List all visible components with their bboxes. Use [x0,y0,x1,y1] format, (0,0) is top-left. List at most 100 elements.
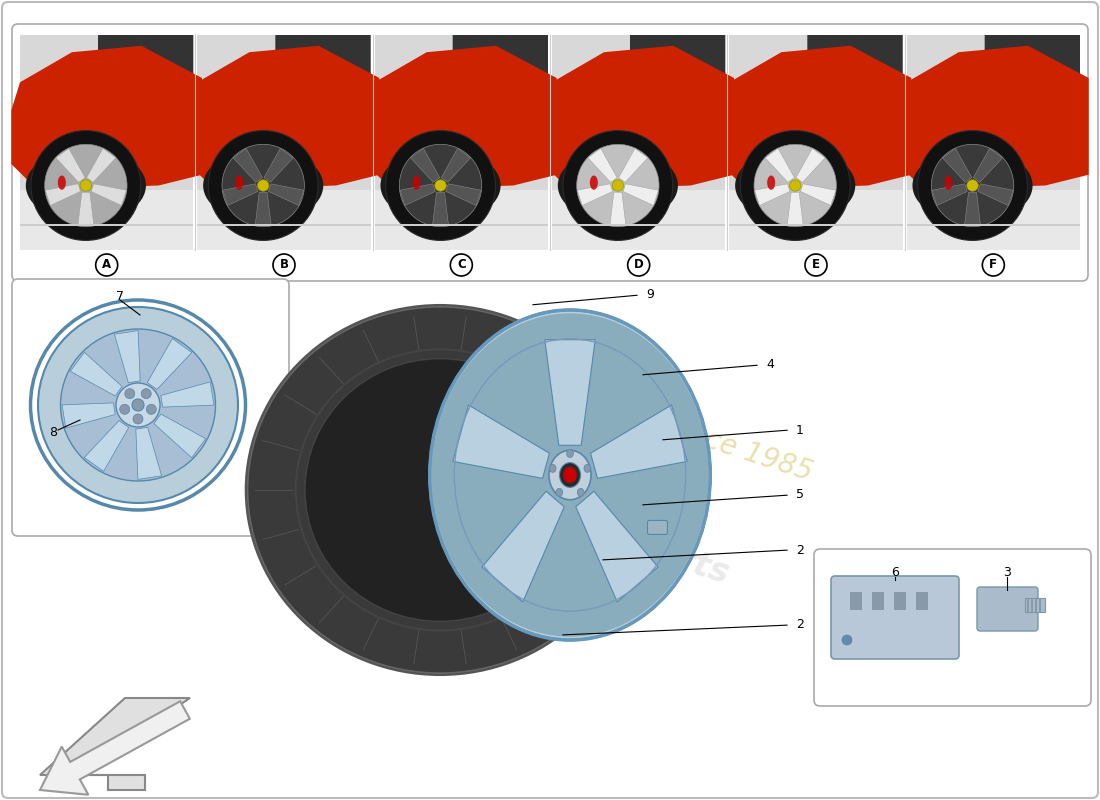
Circle shape [132,399,144,411]
Polygon shape [578,184,613,206]
FancyBboxPatch shape [977,587,1038,631]
Polygon shape [974,148,1002,182]
Bar [375,224,548,226]
Bar [729,35,903,190]
Circle shape [434,180,447,191]
FancyArrow shape [40,702,190,794]
Ellipse shape [945,175,953,190]
Bar [552,224,725,226]
Polygon shape [56,148,85,182]
Circle shape [45,144,128,226]
Ellipse shape [430,310,711,640]
Text: D: D [634,258,643,271]
Polygon shape [255,192,272,226]
Ellipse shape [563,466,578,483]
Polygon shape [624,184,659,206]
Bar [552,190,725,250]
Text: F: F [989,258,998,271]
Bar [729,190,903,250]
Circle shape [124,389,135,398]
Circle shape [842,635,852,645]
Polygon shape [161,382,214,407]
Circle shape [222,144,305,226]
Polygon shape [766,148,794,182]
Polygon shape [898,46,1089,190]
Ellipse shape [431,314,708,637]
Ellipse shape [566,450,573,458]
Polygon shape [70,352,122,396]
Polygon shape [114,330,140,382]
Bar [729,224,903,226]
Bar [20,35,194,190]
Polygon shape [40,698,190,790]
Polygon shape [135,427,162,479]
Polygon shape [98,35,194,154]
Circle shape [31,130,141,241]
Bar [850,592,862,610]
Polygon shape [543,46,734,190]
Bar [375,190,548,250]
Ellipse shape [560,462,581,487]
Circle shape [450,254,472,276]
FancyBboxPatch shape [830,576,959,659]
Circle shape [141,389,151,398]
Polygon shape [432,192,449,226]
Circle shape [740,130,850,241]
Ellipse shape [235,175,243,190]
Polygon shape [575,491,658,602]
Circle shape [208,130,318,241]
Circle shape [146,404,156,414]
Text: A: A [102,258,111,271]
Ellipse shape [60,329,216,481]
Bar [197,35,371,190]
Text: 6: 6 [891,566,899,579]
Ellipse shape [245,305,635,675]
Bar [552,35,725,190]
Text: 5: 5 [796,489,804,502]
Circle shape [754,144,836,226]
Polygon shape [233,148,263,182]
Polygon shape [85,421,129,471]
Circle shape [967,180,978,191]
Polygon shape [62,403,116,428]
Polygon shape [154,414,206,458]
Bar [20,224,194,226]
FancyBboxPatch shape [12,24,1088,281]
Polygon shape [222,184,257,206]
Bar [916,592,928,610]
Text: 7: 7 [116,290,124,302]
Bar [375,35,548,190]
Text: a passion for parts: a passion for parts [386,450,734,590]
Circle shape [982,254,1004,276]
Ellipse shape [25,148,146,222]
Ellipse shape [584,464,591,472]
Circle shape [917,130,1027,241]
Polygon shape [400,184,436,206]
Polygon shape [932,184,967,206]
Circle shape [628,254,650,276]
Text: B: B [279,258,288,271]
Polygon shape [587,148,617,182]
Text: 2: 2 [796,543,804,557]
Polygon shape [609,192,626,226]
Polygon shape [965,192,980,226]
Polygon shape [453,35,548,154]
Polygon shape [984,35,1080,154]
Polygon shape [482,491,564,602]
Bar [1027,598,1028,612]
Polygon shape [147,338,191,390]
Polygon shape [630,35,725,154]
Polygon shape [264,148,294,182]
Bar [906,35,1080,190]
Ellipse shape [558,148,678,222]
Polygon shape [943,148,971,182]
Circle shape [576,144,659,226]
Circle shape [932,144,1014,226]
Ellipse shape [590,175,597,190]
Polygon shape [446,184,481,206]
Ellipse shape [578,488,584,496]
Bar [1031,598,1033,612]
Polygon shape [978,184,1013,206]
Text: 9: 9 [646,289,653,302]
Circle shape [563,130,673,241]
